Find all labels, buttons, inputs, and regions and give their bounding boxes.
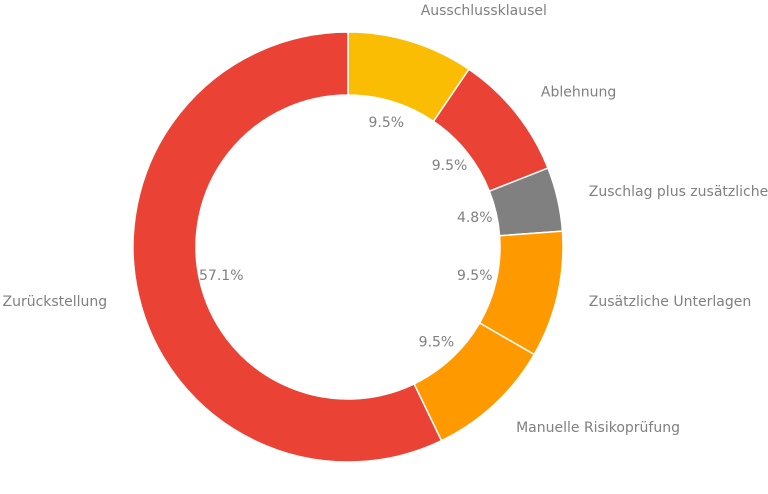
label-ablehnung: Ablehnung — [541, 85, 616, 101]
label-zuschlag-plus-zusaetzliche-unterlagen: Zuschlag plus zusätzliche Unterlagen — [589, 184, 768, 200]
pct-zuschlag-plus-zusaetzliche-unterlagen: 4.8% — [457, 210, 493, 226]
label-zusaetzliche-unterlagen: Zusätzliche Unterlagen — [589, 294, 751, 310]
pct-ausschlussklausel: 9.5% — [368, 115, 404, 131]
label-ausschlussklausel: Ausschlussklausel — [421, 3, 547, 19]
pct-zusaetzliche-unterlagen: 9.5% — [457, 268, 493, 284]
pct-manuelle-risikopruefung: 9.5% — [419, 334, 455, 350]
slice-zurueckstellung — [132, 31, 443, 463]
label-manuelle-risikopruefung: Manuelle Risikoprüfung — [516, 420, 680, 436]
pct-zurueckstellung: 57.1% — [199, 268, 243, 284]
pct-ablehnung: 9.5% — [432, 158, 468, 174]
label-zurueckstellung: Zurückstellung — [2, 294, 107, 310]
